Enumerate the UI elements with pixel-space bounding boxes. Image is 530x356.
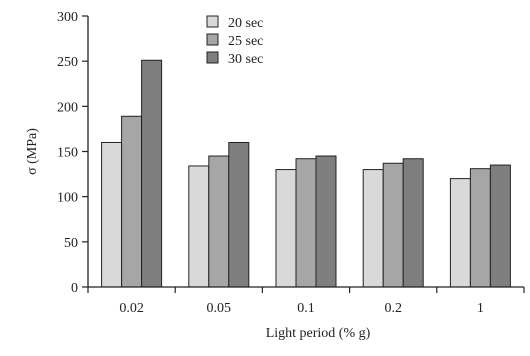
y-tick-label: 0	[71, 281, 78, 296]
legend-label: 30 sec	[228, 52, 263, 67]
y-tick-label: 200	[57, 100, 78, 115]
legend-label: 20 sec	[228, 16, 263, 31]
y-tick-label: 100	[57, 191, 78, 206]
bar	[188, 165, 210, 288]
legend-swatch	[206, 33, 219, 46]
x-tick-label: 1	[477, 301, 484, 316]
bar	[121, 115, 143, 288]
x-axis-title: Light period (% g)	[266, 326, 371, 341]
bar	[275, 169, 297, 288]
bar	[228, 141, 250, 288]
legend-swatch	[206, 15, 219, 28]
bar	[489, 164, 511, 288]
y-tick-label: 300	[57, 10, 78, 25]
plot-area: 0 50 100 150 200 250 300 0.02 0.05 0.1 0.2 1	[57, 10, 525, 316]
bar	[315, 155, 337, 288]
x-tick-label: 0.02	[119, 301, 144, 316]
bar	[382, 162, 404, 288]
bar	[208, 155, 230, 288]
y-tick-label: 150	[57, 146, 78, 161]
bar	[362, 169, 384, 288]
x-tick-label: 0.1	[297, 301, 315, 316]
bar	[141, 59, 163, 288]
legend-label: 25 sec	[228, 34, 263, 49]
x-tick-label: 0.2	[384, 301, 402, 316]
y-axis-title: σ (MPa)	[25, 128, 40, 175]
bar	[295, 158, 317, 288]
bar	[101, 141, 123, 288]
y-tick-label: 250	[57, 55, 78, 70]
bar	[449, 178, 471, 288]
y-tick-label: 50	[64, 236, 78, 251]
bar	[469, 168, 491, 288]
x-tick-label: 0.05	[207, 301, 232, 316]
legend: 20 sec 25 sec 30 sec	[206, 15, 263, 67]
legend-swatch	[206, 51, 219, 64]
bar	[402, 158, 424, 288]
